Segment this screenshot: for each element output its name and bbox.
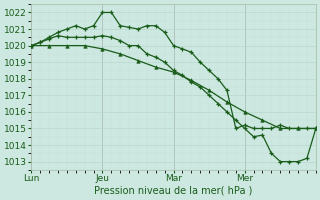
X-axis label: Pression niveau de la mer( hPa ): Pression niveau de la mer( hPa ) [94, 186, 253, 196]
